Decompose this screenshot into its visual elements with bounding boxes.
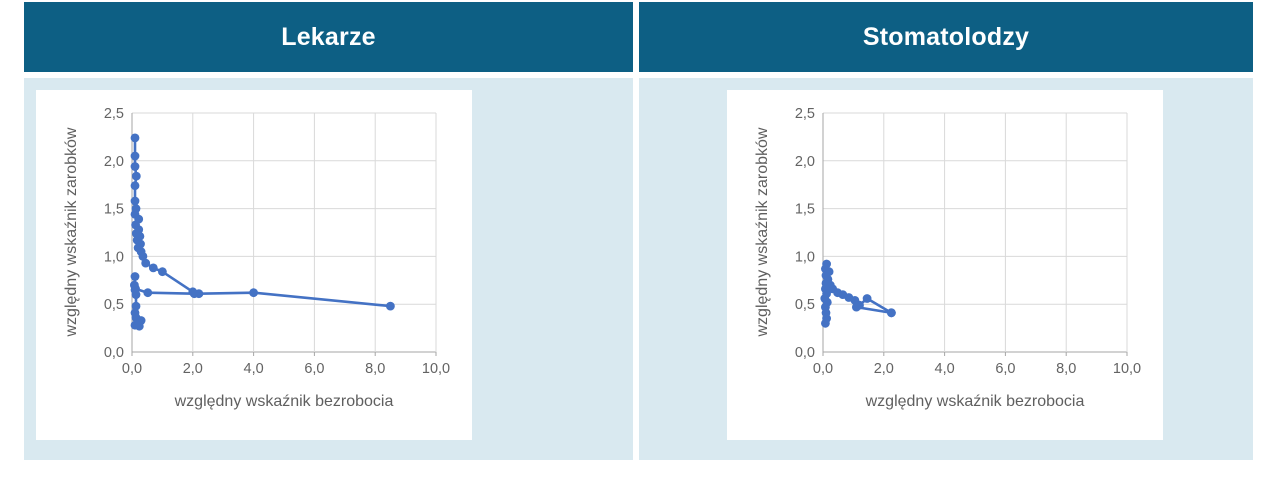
panel-stomatolodzy: Stomatolodzy 0,0 2,0 4,0 6,0 8,0 10,0 0,0 0,5 1,… bbox=[639, 2, 1253, 460]
panel-body-stomatolodzy: 0,0 2,0 4,0 6,0 8,0 10,0 0,0 0,5 1,0 1,5 2,0 2,5 wz… bbox=[639, 78, 1253, 460]
scatter-chart-lekarze: 0,0 2,0 4,0 6,0 8,0 10,0 0,0 0,5 1,0 1,5 2,0 2,5 bbox=[104, 106, 450, 377]
svg-text:2,5: 2,5 bbox=[104, 106, 124, 122]
svg-text:8,0: 8,0 bbox=[365, 361, 385, 377]
svg-text:1,0: 1,0 bbox=[104, 249, 124, 265]
chart-card-stomatolodzy: 0,0 2,0 4,0 6,0 8,0 10,0 0,0 0,5 1,0 1,5 2,0 2,5 wz… bbox=[727, 90, 1163, 440]
svg-text:0,5: 0,5 bbox=[795, 297, 815, 313]
svg-text:10,0: 10,0 bbox=[1113, 361, 1141, 377]
panel-body-lekarze: 0,0 2,0 4,0 6,0 8,0 10,0 0,0 0,5 1,0 1,5 2,0 2,5 wz… bbox=[24, 78, 633, 460]
panel-title-lekarze: Lekarze bbox=[281, 22, 376, 51]
svg-text:0,0: 0,0 bbox=[122, 361, 142, 377]
svg-text:2,0: 2,0 bbox=[104, 154, 124, 170]
panel-header-stomatolodzy: Stomatolodzy bbox=[639, 2, 1253, 72]
svg-text:0,5: 0,5 bbox=[104, 297, 124, 313]
chart-card-lekarze: 0,0 2,0 4,0 6,0 8,0 10,0 0,0 0,5 1,0 1,5 2,0 2,5 wz… bbox=[36, 90, 472, 440]
svg-text:0,0: 0,0 bbox=[795, 345, 815, 361]
svg-text:10,0: 10,0 bbox=[422, 361, 450, 377]
svg-text:6,0: 6,0 bbox=[304, 361, 324, 377]
svg-text:1,0: 1,0 bbox=[795, 249, 815, 265]
svg-text:4,0: 4,0 bbox=[935, 361, 955, 377]
scatter-chart-stomatolodzy: 0,0 2,0 4,0 6,0 8,0 10,0 0,0 0,5 1,0 1,5 2,0 2,5 bbox=[795, 106, 1141, 377]
svg-text:8,0: 8,0 bbox=[1056, 361, 1076, 377]
svg-text:1,5: 1,5 bbox=[795, 202, 815, 218]
svg-text:2,5: 2,5 bbox=[795, 106, 815, 122]
svg-text:0,0: 0,0 bbox=[813, 361, 833, 377]
svg-text:2,0: 2,0 bbox=[795, 154, 815, 170]
y-axis-label-stomatolodzy: względny wskaźnik zarobków bbox=[754, 127, 771, 337]
svg-text:2,0: 2,0 bbox=[874, 361, 894, 377]
svg-text:1,5: 1,5 bbox=[104, 202, 124, 218]
svg-text:2,0: 2,0 bbox=[183, 361, 203, 377]
svg-text:0,0: 0,0 bbox=[104, 345, 124, 361]
svg-text:4,0: 4,0 bbox=[244, 361, 264, 377]
panel-lekarze: Lekarze 0,0 2,0 4,0 6,0 8,0 10,0 0,0 0,5 1,0 1,5 2… bbox=[24, 2, 633, 460]
svg-text:6,0: 6,0 bbox=[995, 361, 1015, 377]
x-axis-label-lekarze: względny wskaźnik bezrobocia bbox=[174, 393, 394, 410]
y-axis-label-lekarze: względny wskaźnik zarobków bbox=[63, 127, 80, 337]
panel-title-stomatolodzy: Stomatolodzy bbox=[862, 22, 1030, 51]
x-axis-label-stomatolodzy: względny wskaźnik bezrobocia bbox=[865, 393, 1085, 410]
panel-header-lekarze: Lekarze bbox=[24, 2, 633, 72]
